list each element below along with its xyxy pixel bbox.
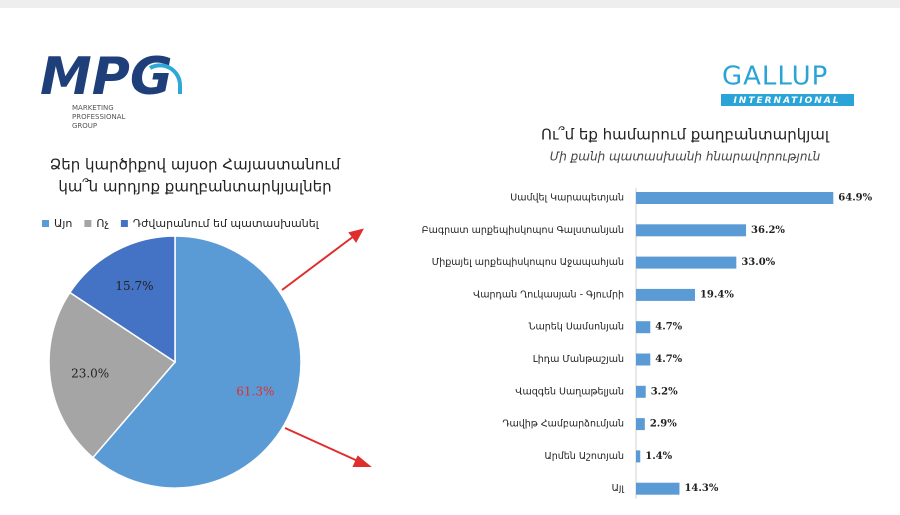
logo-gallup: GALLUP <box>722 62 828 92</box>
category-label: Դավիթ Համբարձումյան <box>502 419 624 430</box>
bar <box>636 192 834 204</box>
slice-label: 61.3% <box>236 384 274 398</box>
bar <box>636 353 651 366</box>
bar <box>636 385 646 398</box>
slice-label: 23.0% <box>71 366 109 380</box>
chart-subtitle: Մի քանի պատասխանի հնարավորություն <box>550 150 821 164</box>
logo-band <box>721 94 854 106</box>
value-label: 2.9% <box>650 419 677 430</box>
bar <box>636 482 680 495</box>
category-label: Բագրատ արքեպիսկոպոս Գալստանյան <box>422 225 624 236</box>
legend-label: Ոչ <box>96 217 109 230</box>
bar <box>636 321 651 334</box>
bar <box>636 450 641 463</box>
pie-slice <box>91 235 302 489</box>
top-bar <box>0 0 900 8</box>
legend-swatch <box>42 220 49 227</box>
value-label: 4.7% <box>655 322 682 333</box>
category-label: Վազգեն Սաղաթելյան <box>515 386 624 397</box>
category-label: Այլ <box>612 483 625 494</box>
value-label: 64.9% <box>838 193 872 204</box>
bar <box>636 224 747 237</box>
logo-sub: GROUP <box>72 122 97 130</box>
value-label: 36.2% <box>751 225 785 236</box>
value-label: 14.3% <box>684 483 718 494</box>
chart-title: կա՞ն արդյոք քաղբանտարկյալներ <box>58 177 331 196</box>
slice-label: 15.7% <box>115 279 153 293</box>
legend-label: Այո <box>54 217 72 230</box>
logo-mpg: MPG <box>40 47 173 107</box>
value-label: 1.4% <box>645 451 672 462</box>
chart-title: Ձեր կարծիքով այսօր Հայաստանում <box>50 156 341 174</box>
legend-swatch <box>84 220 92 227</box>
chart-title: Ու՞մ եք համարում քաղբանտարկյալ <box>541 125 830 144</box>
bar <box>636 418 645 431</box>
value-label: 33.0% <box>741 257 775 268</box>
logo-headset <box>149 63 183 94</box>
category-label: Միքայել արքեպիսկոպոս Աջապահյան <box>432 257 624 268</box>
pie-slice <box>68 235 176 364</box>
logo-international: INTERNATIONAL <box>733 96 840 106</box>
category-label: Սամվել Կարապետյան <box>510 193 624 204</box>
pie-slice <box>48 291 177 459</box>
logo-sub: PROFESSIONAL <box>72 113 126 121</box>
legend-label: Դժվարանում եմ պատասխանել <box>133 217 320 230</box>
value-label: 4.7% <box>655 354 682 365</box>
value-label: 3.2% <box>651 386 678 397</box>
arrows <box>281 228 372 467</box>
bar <box>636 288 695 301</box>
category-label: Արմեն Աշոտյան <box>544 451 624 462</box>
legend-swatch <box>120 220 128 227</box>
category-label: Վարդան Ղուկասյան - Գյումրի <box>473 289 624 300</box>
category-label: Լիդա Մանթաշյան <box>533 354 624 365</box>
logo-sub: MARKETING <box>72 104 114 112</box>
value-label: 19.4% <box>700 289 734 300</box>
bar <box>636 256 737 269</box>
pie-chart: Ձեր կարծիքով այսօր Հայաստանում կա՞ն արդյո… <box>42 156 341 489</box>
bar-chart: Ու՞մ եք համարում քաղբանտարկյալ Մի քանի պա… <box>422 125 873 499</box>
category-label: Նարեկ Սամսոնյան <box>529 322 624 333</box>
